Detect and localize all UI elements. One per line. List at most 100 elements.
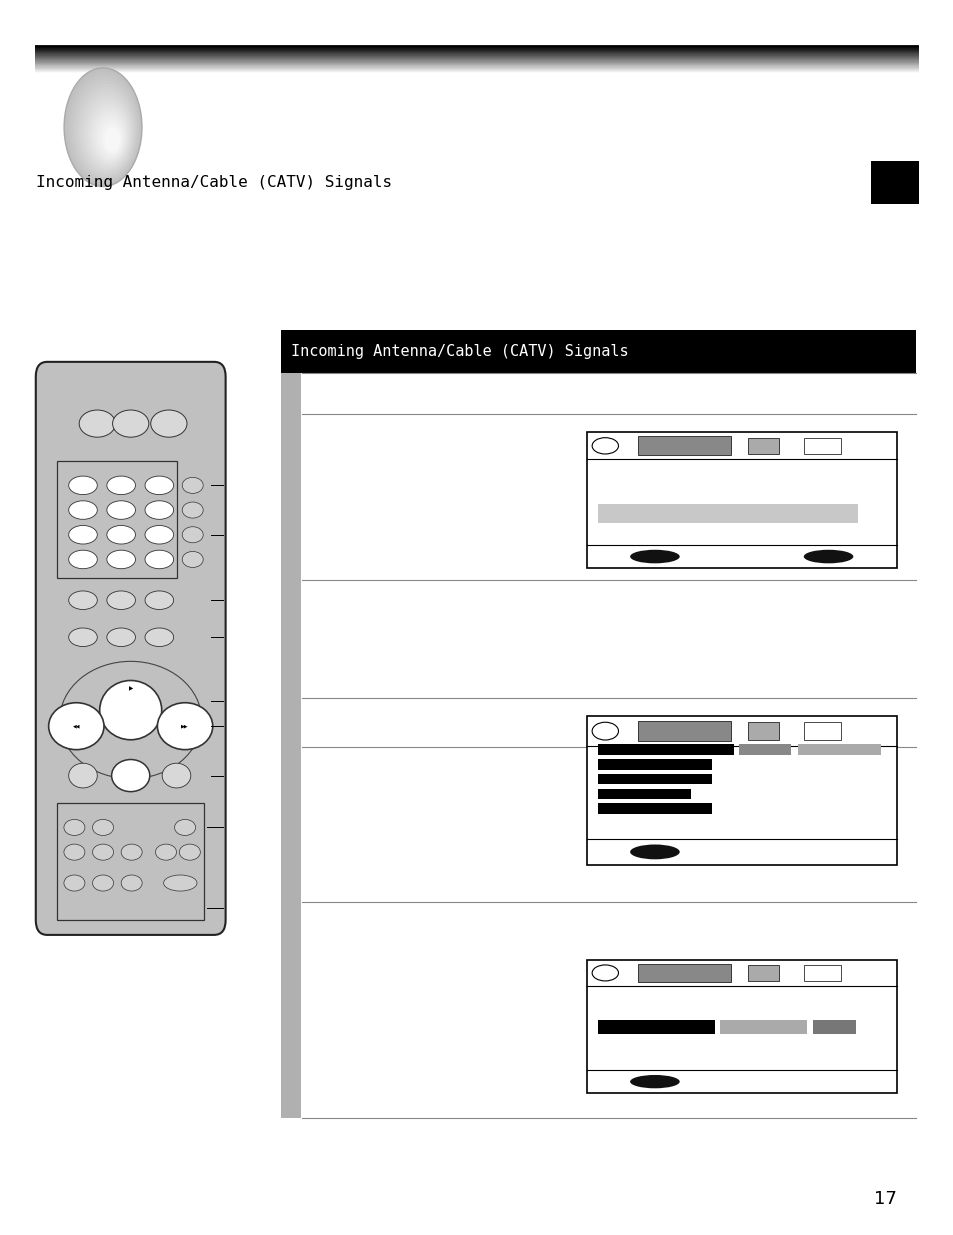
Text: Incoming Antenna/Cable (CATV) Signals: Incoming Antenna/Cable (CATV) Signals: [291, 343, 628, 359]
Bar: [35, 65, 918, 68]
Bar: [586, 716, 896, 864]
Bar: [35, 69, 918, 72]
Ellipse shape: [69, 763, 97, 788]
Ellipse shape: [162, 763, 191, 788]
Bar: [35, 72, 918, 74]
Text: 17: 17: [873, 1189, 896, 1208]
Bar: [35, 72, 918, 73]
Bar: [738, 745, 790, 755]
Ellipse shape: [79, 410, 115, 437]
Bar: [35, 61, 918, 62]
Ellipse shape: [155, 845, 176, 861]
Ellipse shape: [107, 629, 135, 647]
Bar: [35, 70, 918, 72]
Bar: [35, 56, 918, 58]
Ellipse shape: [91, 109, 127, 163]
Ellipse shape: [64, 68, 142, 186]
Bar: [35, 64, 918, 67]
Bar: [35, 51, 918, 52]
Ellipse shape: [592, 437, 618, 454]
FancyBboxPatch shape: [36, 362, 225, 935]
Bar: [35, 73, 918, 74]
Bar: [35, 68, 918, 69]
Bar: [597, 774, 712, 784]
Ellipse shape: [151, 410, 187, 437]
Text: Incoming Antenna/Cable (CATV) Signals: Incoming Antenna/Cable (CATV) Signals: [36, 175, 392, 190]
Ellipse shape: [107, 551, 135, 569]
Bar: [797, 745, 881, 755]
Ellipse shape: [69, 551, 97, 569]
Ellipse shape: [157, 703, 213, 750]
Bar: [57, 461, 177, 578]
Bar: [57, 803, 204, 920]
Ellipse shape: [107, 477, 135, 495]
Ellipse shape: [98, 119, 124, 157]
Bar: [35, 46, 918, 47]
Ellipse shape: [69, 477, 97, 495]
Bar: [35, 56, 918, 57]
Ellipse shape: [182, 551, 203, 568]
Bar: [35, 62, 918, 63]
Bar: [35, 62, 918, 64]
Bar: [638, 436, 730, 456]
Bar: [586, 432, 896, 568]
Ellipse shape: [107, 526, 135, 545]
Bar: [35, 58, 918, 61]
Ellipse shape: [69, 526, 97, 545]
Ellipse shape: [629, 550, 679, 563]
Ellipse shape: [92, 876, 113, 892]
Ellipse shape: [145, 592, 173, 610]
Ellipse shape: [116, 763, 145, 788]
Ellipse shape: [182, 503, 203, 519]
Bar: [35, 58, 918, 59]
Bar: [281, 330, 915, 373]
Bar: [35, 53, 918, 54]
Ellipse shape: [69, 629, 97, 647]
Ellipse shape: [121, 876, 142, 892]
Bar: [747, 437, 778, 454]
Ellipse shape: [66, 72, 141, 185]
Bar: [35, 59, 918, 61]
Bar: [35, 67, 918, 69]
Bar: [35, 61, 918, 63]
Ellipse shape: [145, 629, 173, 647]
Ellipse shape: [802, 550, 852, 563]
Ellipse shape: [103, 125, 121, 153]
Bar: [35, 49, 918, 52]
Bar: [597, 804, 712, 814]
Bar: [281, 373, 300, 1118]
Ellipse shape: [592, 965, 618, 981]
Bar: [597, 789, 690, 799]
Ellipse shape: [145, 526, 173, 545]
Ellipse shape: [88, 103, 130, 167]
Ellipse shape: [182, 478, 203, 494]
Bar: [35, 47, 918, 48]
Bar: [35, 54, 918, 57]
Bar: [597, 745, 733, 755]
Bar: [35, 53, 918, 56]
Bar: [35, 54, 918, 56]
Bar: [35, 57, 918, 59]
Ellipse shape: [629, 1074, 679, 1088]
Bar: [35, 57, 918, 58]
Bar: [802, 965, 841, 981]
Ellipse shape: [49, 703, 104, 750]
Ellipse shape: [121, 845, 142, 861]
Ellipse shape: [92, 845, 113, 861]
Ellipse shape: [145, 477, 173, 495]
Ellipse shape: [100, 121, 123, 156]
Ellipse shape: [629, 845, 679, 860]
Bar: [720, 1020, 806, 1034]
Ellipse shape: [105, 127, 120, 152]
Bar: [35, 49, 918, 51]
Ellipse shape: [182, 527, 203, 543]
Ellipse shape: [86, 99, 131, 168]
Ellipse shape: [145, 501, 173, 520]
Bar: [35, 63, 918, 65]
Ellipse shape: [145, 551, 173, 569]
Bar: [870, 161, 918, 204]
Ellipse shape: [64, 845, 85, 861]
Bar: [35, 51, 918, 52]
Ellipse shape: [74, 84, 136, 178]
Bar: [802, 722, 841, 740]
